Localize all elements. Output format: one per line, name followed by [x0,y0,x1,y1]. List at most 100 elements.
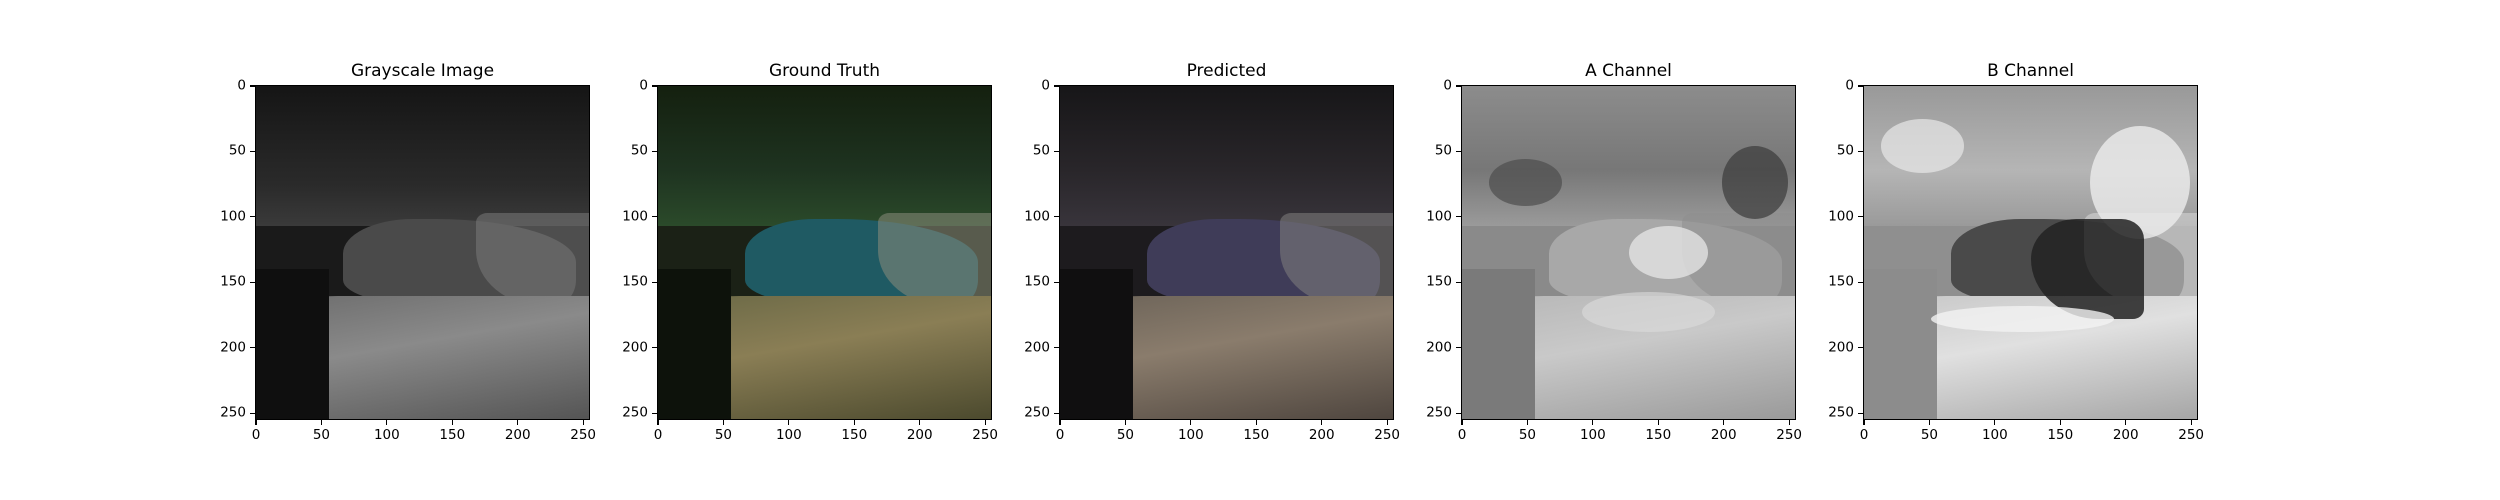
y-tick-label: 100 [622,208,648,225]
x-tick-label: 100 [1177,427,1204,443]
y-tick-mark [1456,412,1462,414]
y-tick-label: 100 [1024,208,1050,225]
y-tick-label: 100 [1828,208,1854,225]
x-tick-mark [984,419,986,425]
x-tick-label: 50 [714,427,733,443]
y-tick-mark [1054,412,1060,414]
x-tick-mark [1928,419,1931,425]
image-pred [1060,86,1393,419]
subplot-achan: A Channel 0 50 100 150 200 250 0 50 100 150 200 250 [1401,0,1802,500]
x-tick-label: 0 [1055,427,1065,443]
x-tick-mark [1461,419,1463,425]
y-tick-mark [250,347,256,349]
x-tick-label: 200 [1308,427,1335,443]
y-tick-mark [250,412,256,414]
x-tick-label: 50 [1116,427,1135,443]
subplot-title: Ground Truth [768,61,881,81]
x-tick-label: 0 [1859,427,1869,443]
y-tick-mark [1456,281,1462,283]
y-tick-label: 100 [1426,208,1452,225]
x-tick-label: 100 [775,427,802,443]
x-tick-label: 50 [1920,427,1939,443]
y-tick-mark [1456,85,1462,87]
image-axes: 0 50 100 150 200 250 0 50 100 150 200 250 [1024,78,1400,443]
subplot-bchan: B Channel 0 50 100 150 200 250 0 50 100 150 200 250 [1803,0,2204,500]
y-tick-mark [1858,281,1864,283]
y-tick-mark [1456,347,1462,349]
y-tick-label: 0 [1443,77,1452,94]
y-tick-mark [1858,347,1864,349]
x-tick-mark [1788,419,1790,425]
x-tick-mark [1255,419,1257,425]
x-tick-mark [2059,419,2061,425]
y-tick-label: 150 [1828,273,1854,290]
x-tick-mark [1190,419,1192,425]
image-achan [1462,86,1795,419]
x-tick-label: 250 [972,427,999,443]
y-tick-mark [250,150,256,153]
image-axes: 0 50 100 150 200 250 0 50 100 150 200 250 [622,78,998,443]
x-tick-label: 250 [570,427,597,443]
y-tick-mark [652,412,658,414]
x-tick-label: 100 [1981,427,2008,443]
x-tick-mark [2190,419,2192,425]
x-tick-mark [386,419,388,425]
x-tick-label: 200 [1710,427,1737,443]
image-axes: 0 50 100 150 200 250 0 50 100 150 200 250 [1426,78,1802,443]
y-tick-label: 50 [630,142,648,159]
x-tick-label: 50 [312,427,331,443]
y-tick-mark [1858,85,1864,87]
y-tick-label: 200 [1828,339,1854,356]
subplot-title: A Channel [1585,61,1672,81]
x-tick-mark [1526,419,1529,425]
y-tick-label: 50 [1836,142,1854,159]
y-tick-label: 250 [1024,404,1050,421]
y-tick-label: 50 [228,142,246,159]
x-tick-mark [1321,419,1323,425]
subplot-truth: Ground Truth 0 50 100 150 200 250 0 50 100 150 200 2… [597,0,998,500]
x-tick-mark [255,419,257,425]
x-tick-label: 150 [2047,427,2074,443]
x-tick-mark [1386,419,1388,425]
y-tick-mark [652,347,658,349]
x-tick-label: 250 [1374,427,1401,443]
y-tick-label: 50 [1032,142,1050,159]
x-tick-label: 200 [504,427,531,443]
x-tick-label: 150 [439,427,466,443]
x-tick-mark [657,419,659,425]
y-tick-mark [652,216,658,218]
y-tick-label: 0 [1845,77,1854,94]
y-tick-label: 250 [1828,404,1854,421]
y-tick-mark [1858,412,1864,414]
x-tick-label: 50 [1518,427,1537,443]
y-tick-mark [1456,150,1462,153]
x-tick-label: 100 [373,427,400,443]
x-tick-mark [788,419,790,425]
x-tick-label: 0 [1457,427,1467,443]
y-tick-mark [652,85,658,87]
y-tick-mark [652,281,658,283]
x-tick-mark [1124,419,1127,425]
x-tick-label: 250 [2178,427,2205,443]
y-tick-label: 200 [622,339,648,356]
subplot-title: Grayscale Image [350,61,495,81]
subplot-title: Predicted [1186,61,1267,81]
y-tick-label: 250 [220,404,246,421]
y-tick-label: 250 [1426,404,1452,421]
y-tick-mark [1858,150,1864,153]
image-axes: 0 50 100 150 200 250 0 50 100 150 200 250 [1828,78,2204,443]
y-tick-mark [1858,216,1864,218]
x-tick-label: 200 [906,427,933,443]
y-tick-label: 0 [639,77,648,94]
y-tick-mark [1054,347,1060,349]
x-tick-mark [1994,419,1996,425]
subplot-title: B Channel [1987,61,2074,81]
y-tick-label: 200 [220,339,246,356]
y-tick-label: 100 [220,208,246,225]
x-tick-label: 150 [1243,427,1270,443]
x-tick-label: 250 [1776,427,1803,443]
x-tick-mark [1863,419,1865,425]
y-tick-mark [250,216,256,218]
y-tick-mark [1054,281,1060,283]
